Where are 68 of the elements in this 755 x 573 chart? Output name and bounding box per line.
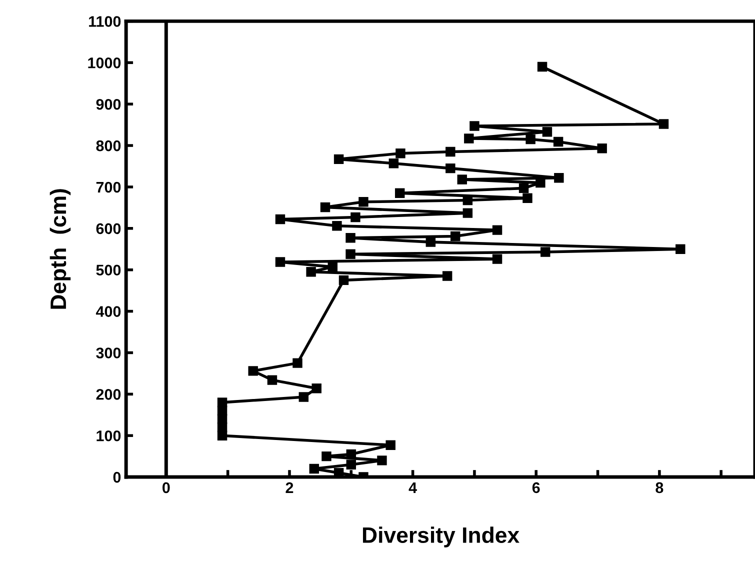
y-tick-label: 600 xyxy=(96,223,121,234)
point xyxy=(346,449,356,460)
x-tick-label: 2 xyxy=(286,482,294,493)
y-tick-label: 400 xyxy=(96,306,121,317)
point xyxy=(446,163,456,174)
point xyxy=(306,267,316,277)
point xyxy=(446,146,456,157)
y-tick-label: 1000 xyxy=(88,58,121,68)
point xyxy=(386,440,396,450)
point xyxy=(267,375,278,385)
point xyxy=(426,237,436,247)
point xyxy=(492,225,502,235)
point xyxy=(332,221,342,231)
y-tick-label: 700 xyxy=(96,182,121,193)
point xyxy=(450,231,460,242)
y-tick-label: 900 xyxy=(96,98,121,110)
point xyxy=(275,214,286,224)
point xyxy=(388,158,399,168)
point xyxy=(217,430,228,440)
point xyxy=(346,249,356,259)
point xyxy=(526,134,536,144)
point xyxy=(248,366,258,376)
point xyxy=(537,62,548,72)
y-tick-label: 500 xyxy=(96,264,121,276)
point xyxy=(522,193,532,204)
x-axis-title: Diversity Index xyxy=(362,526,520,548)
y-tick-label: 300 xyxy=(96,348,121,358)
point xyxy=(553,136,564,147)
point xyxy=(346,460,356,470)
point xyxy=(658,119,669,129)
point xyxy=(328,262,338,272)
x-tick-label: 6 xyxy=(532,482,540,494)
point xyxy=(597,144,607,154)
point xyxy=(346,233,356,243)
point xyxy=(470,121,480,131)
point xyxy=(377,456,387,466)
point xyxy=(676,244,686,254)
point xyxy=(334,154,344,164)
y-tick-label: 0 xyxy=(113,472,121,483)
point xyxy=(322,451,332,462)
point xyxy=(275,257,286,267)
point xyxy=(292,358,302,368)
point xyxy=(542,126,552,137)
x-tick-label: 8 xyxy=(656,482,664,494)
y-tick-label: 1100 xyxy=(89,16,121,27)
y-tick-label: 800 xyxy=(96,140,121,152)
point xyxy=(492,254,502,264)
point xyxy=(518,183,529,194)
y-tick-label: 100 xyxy=(96,430,121,442)
point xyxy=(350,212,360,222)
point xyxy=(358,197,368,207)
y-tick-label: 200 xyxy=(96,389,121,400)
point xyxy=(394,188,405,198)
point xyxy=(554,172,564,183)
point xyxy=(464,134,474,144)
x-tick-label: 0 xyxy=(162,482,170,494)
point xyxy=(320,202,330,212)
y-axis-title: Depth (cm) xyxy=(50,189,71,309)
point xyxy=(338,275,349,286)
point xyxy=(442,271,452,281)
point xyxy=(396,148,406,158)
point xyxy=(309,464,320,474)
point xyxy=(298,392,309,402)
point xyxy=(540,247,550,257)
point xyxy=(457,174,467,184)
point xyxy=(312,383,322,394)
x-tick-label: 4 xyxy=(408,482,417,493)
point xyxy=(462,208,473,218)
